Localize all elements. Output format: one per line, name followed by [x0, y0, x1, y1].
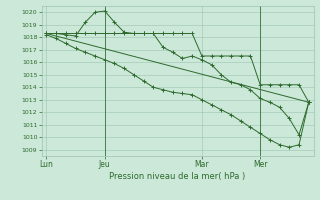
X-axis label: Pression niveau de la mer( hPa ): Pression niveau de la mer( hPa ): [109, 172, 246, 181]
